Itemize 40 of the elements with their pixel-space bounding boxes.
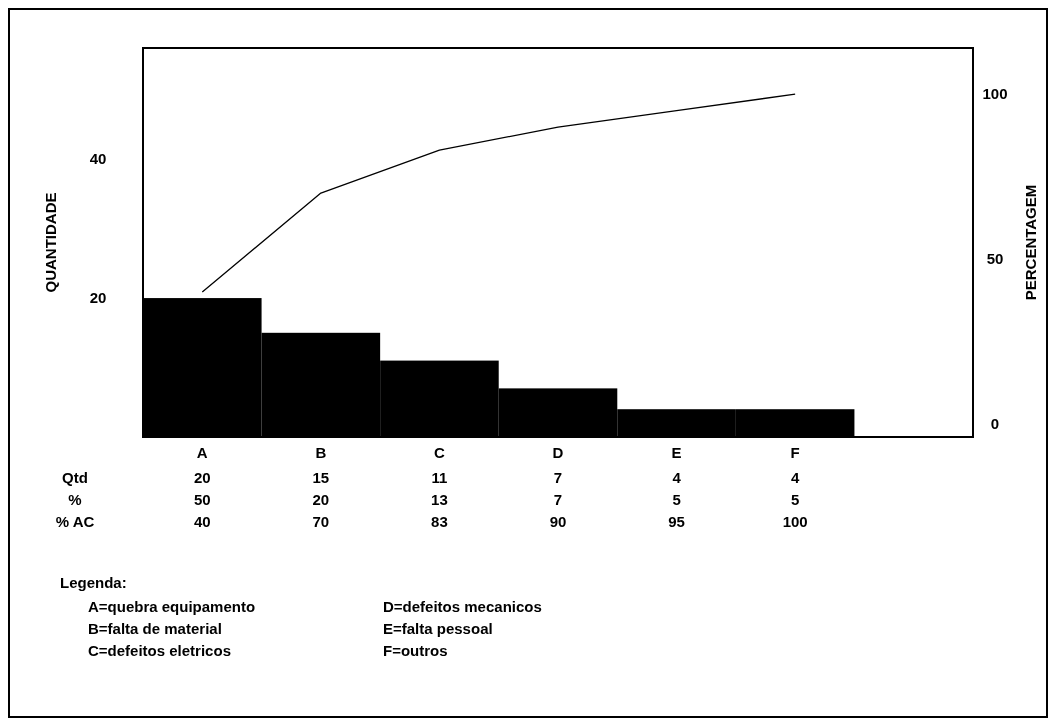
x-tick-label: E [671,444,682,462]
data-label: 7 [553,469,563,487]
data-label: 11 [431,469,448,487]
text: F=outros [383,642,448,659]
x-tick-label: D [552,444,564,462]
data-label: 40 [193,513,211,531]
text: D=defeitos mecanicos [383,598,542,615]
line-series [201,93,796,293]
x-tick-label: F [790,444,800,462]
data-label: 4 [672,469,682,487]
x-tick-label: C [434,444,446,462]
text: % [68,491,82,509]
y2-axis-title: PERCENTAGEM [1022,184,1040,301]
data-label: 95 [668,513,685,531]
data-label: 4 [790,469,800,487]
data-label: 15 [312,469,330,487]
data-label: 20 [193,469,211,487]
text: A=quebra equipamento [88,598,256,615]
x-tick-label: B [315,444,327,462]
text: 7 [553,491,563,509]
y-axis-title: QUANTIDADE [42,192,60,293]
text: 20 [312,491,330,509]
text: Qtd [62,469,88,487]
text: E=falta pessoal [383,620,493,637]
y2-tick-label: 50 [986,250,1004,268]
data-label: 100 [782,513,808,531]
text: B=falta de material [88,620,222,637]
text: 5 [790,491,800,509]
text: % AC [55,513,95,531]
text: 13 [431,491,448,509]
x-tick-label: A [196,444,208,462]
text: Legenda: [60,574,127,591]
data-label: 83 [431,513,448,531]
text: 50 [193,491,211,509]
y2-tick-label: 0 [990,415,1000,433]
text: C=defeitos eletricos [88,642,231,659]
data-label: 70 [312,513,330,531]
y2-tick-label: 100 [982,85,1008,103]
text: 5 [672,491,681,509]
data-label: 90 [549,513,567,531]
